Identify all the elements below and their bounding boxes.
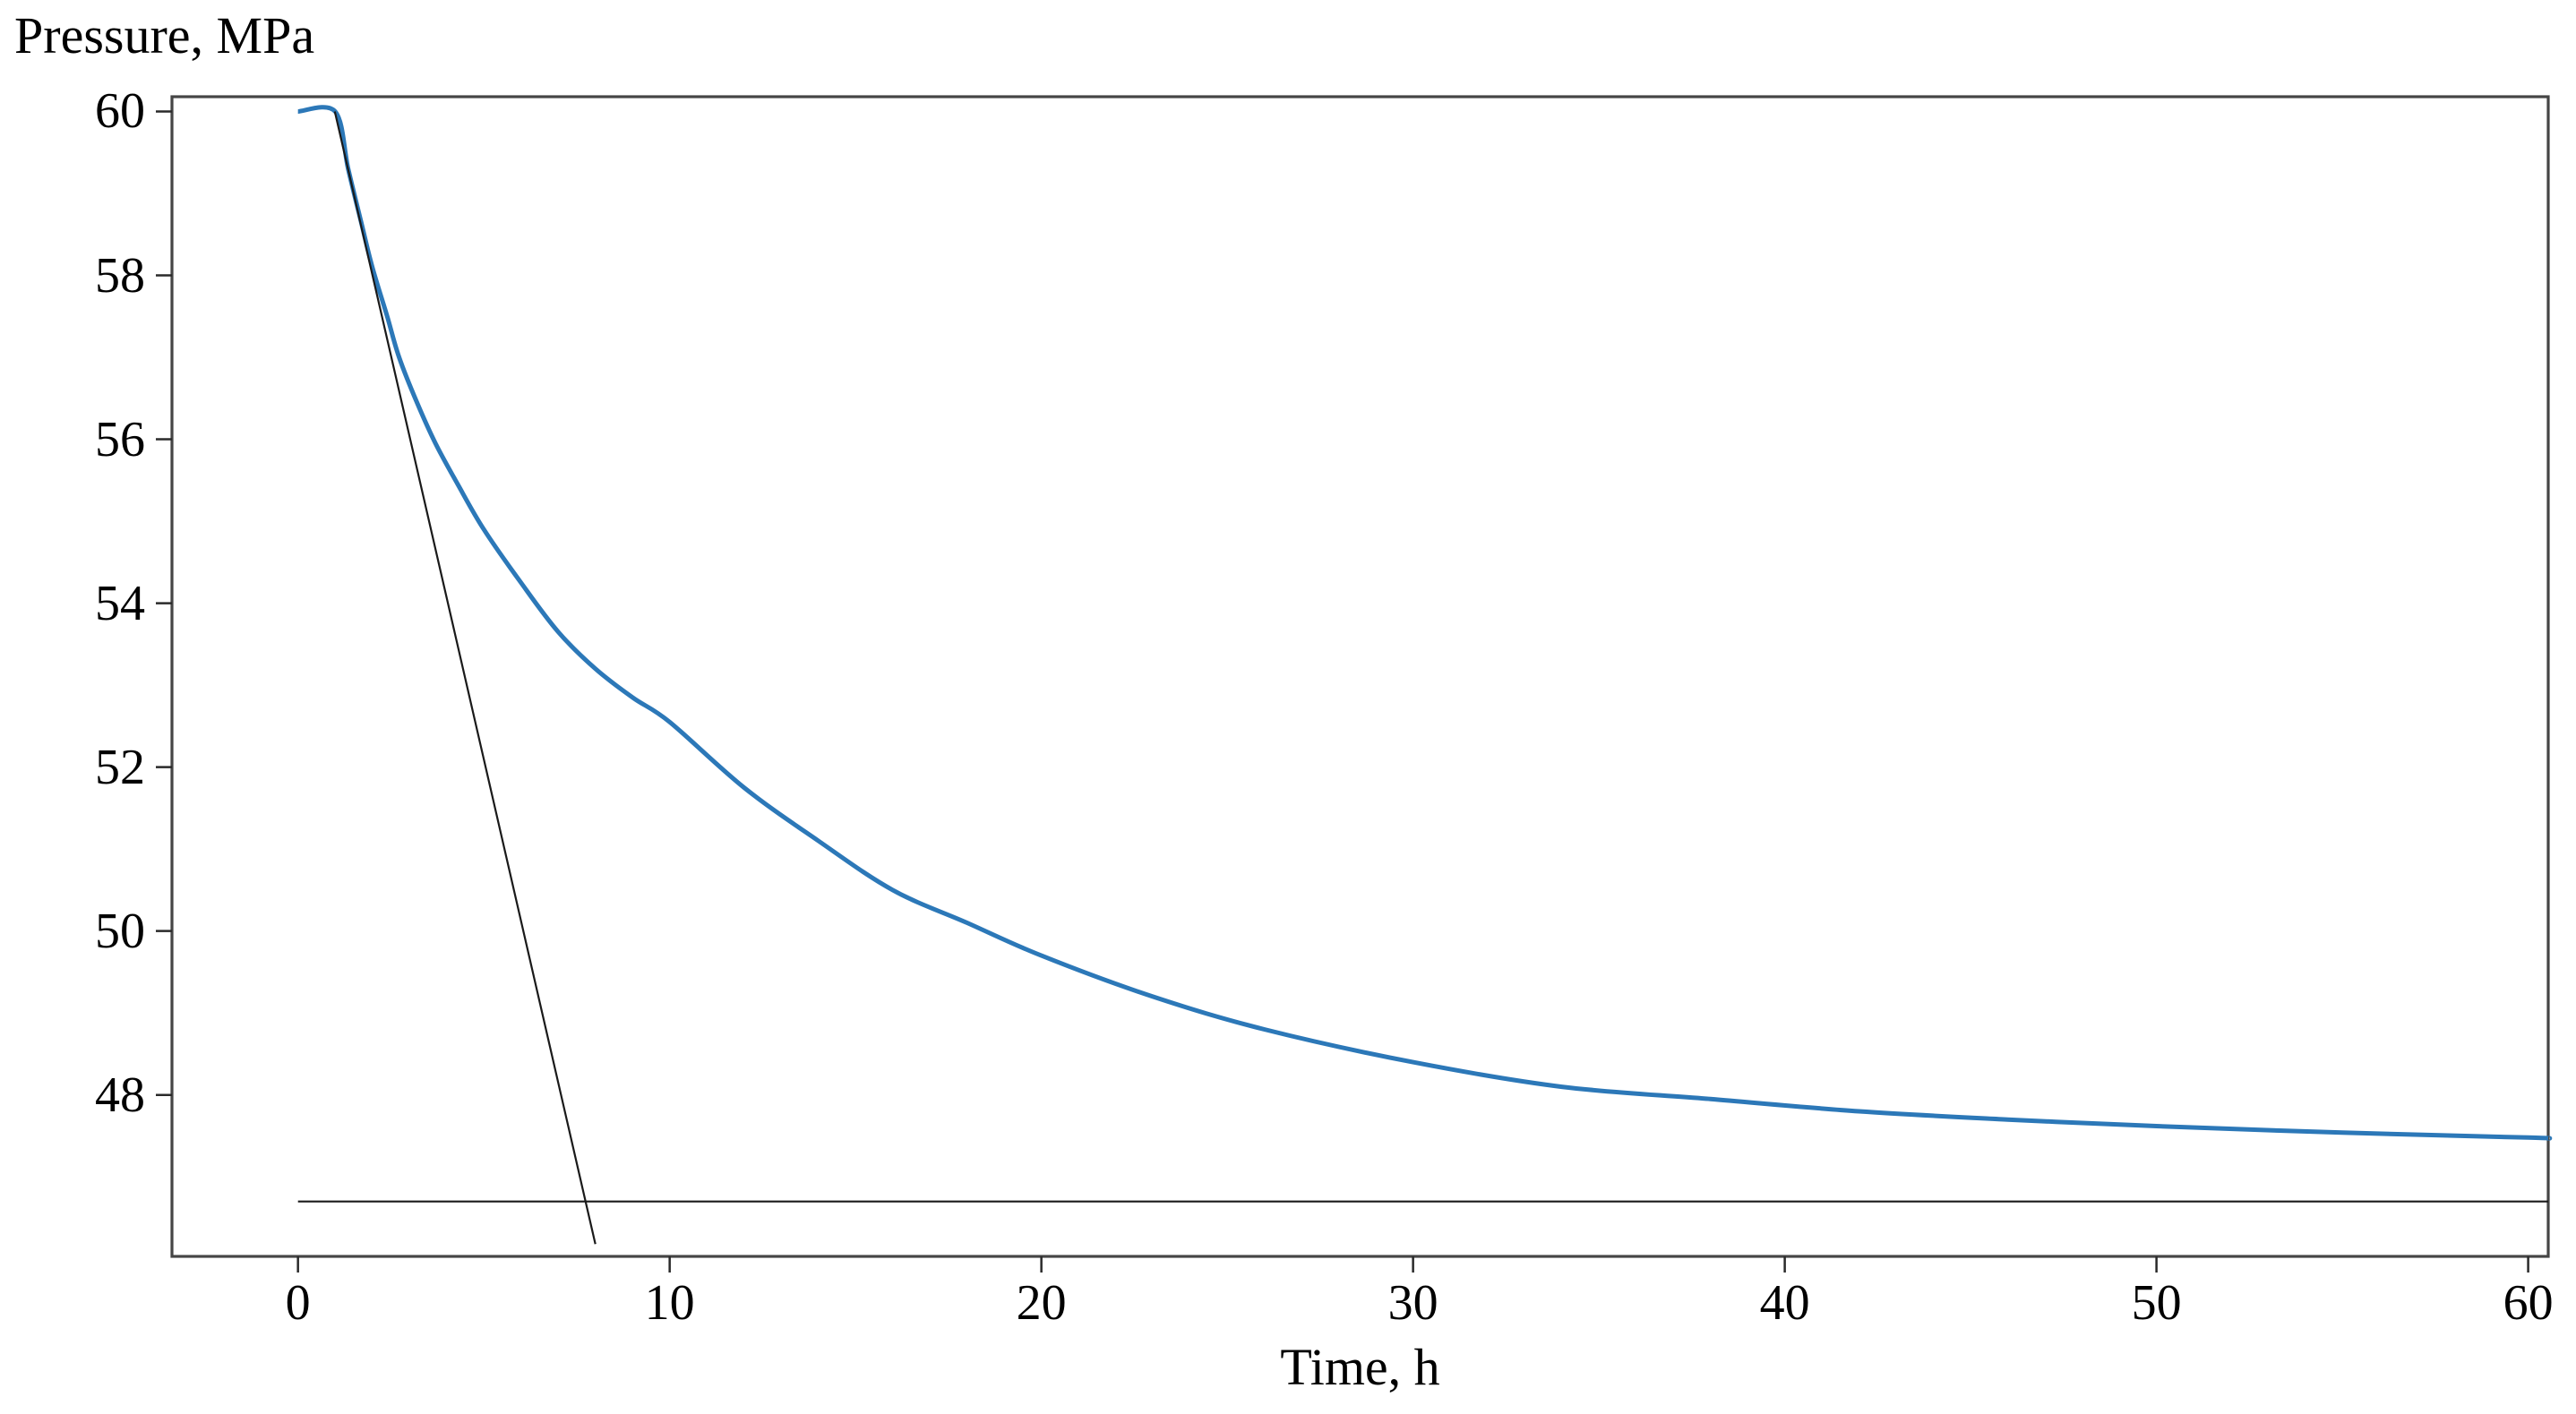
x-tick-label: 0	[285, 1275, 311, 1331]
x-tick-label: 60	[2503, 1275, 2554, 1331]
y-tick-label: 52	[95, 739, 145, 795]
x-axis-title: Time, h	[1280, 1338, 1440, 1396]
x-tick-label: 30	[1387, 1275, 1438, 1331]
pressure-decline-curve	[297, 105, 2553, 1141]
y-axis-title: Pressure, MPa	[14, 6, 315, 64]
y-tick-label: 56	[95, 411, 145, 467]
y-tick-label: 54	[95, 575, 145, 631]
x-tick-label: 40	[1759, 1275, 1810, 1331]
y-tick-label: 60	[95, 83, 145, 140]
y-tick-label: 48	[95, 1067, 145, 1123]
y-tick-label: 58	[95, 247, 145, 304]
tangent-reference-line	[333, 111, 597, 1245]
x-tick-label: 20	[1016, 1275, 1067, 1331]
plot-frame	[170, 95, 2550, 1258]
x-tick-label: 10	[644, 1275, 695, 1331]
y-tick-label: 50	[95, 903, 145, 959]
x-tick-label: 50	[2131, 1275, 2182, 1331]
